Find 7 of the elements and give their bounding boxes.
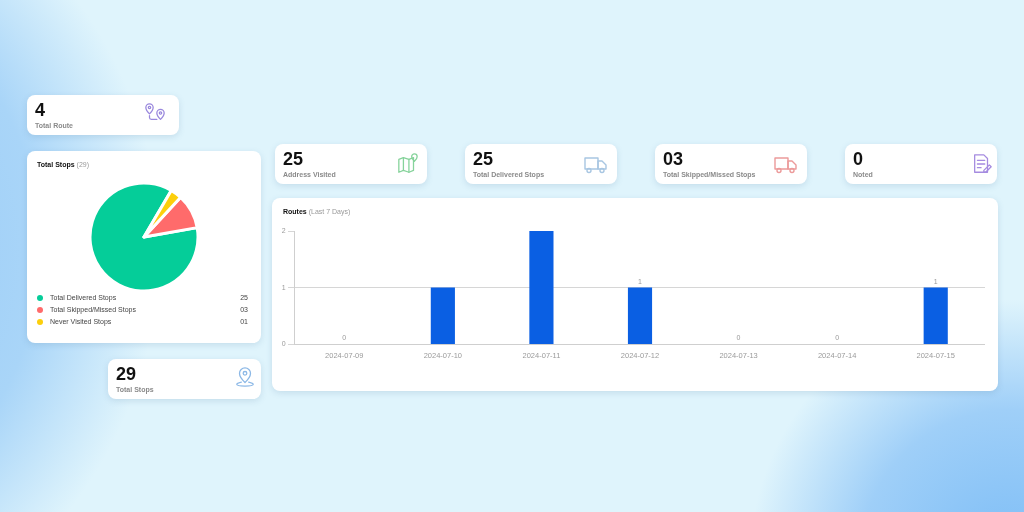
text: 25: [283, 149, 304, 169]
text: 29: [116, 364, 137, 384]
text: 03: [663, 149, 684, 169]
pie-slice: [88, 181, 200, 293]
text: 4: [35, 100, 46, 120]
text: 25: [473, 149, 494, 169]
text: 0: [853, 149, 864, 169]
